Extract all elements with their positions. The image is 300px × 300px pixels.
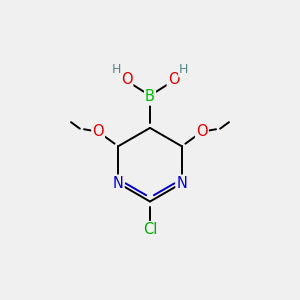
Text: O: O xyxy=(168,72,179,87)
Text: O: O xyxy=(196,124,208,139)
Text: N: N xyxy=(113,176,124,190)
Text: N: N xyxy=(176,176,187,190)
Text: B: B xyxy=(145,89,155,104)
Text: O: O xyxy=(92,124,104,139)
Text: Cl: Cl xyxy=(143,222,157,237)
Text: O: O xyxy=(121,72,132,87)
Text: H: H xyxy=(179,63,188,76)
Text: H: H xyxy=(112,63,121,76)
